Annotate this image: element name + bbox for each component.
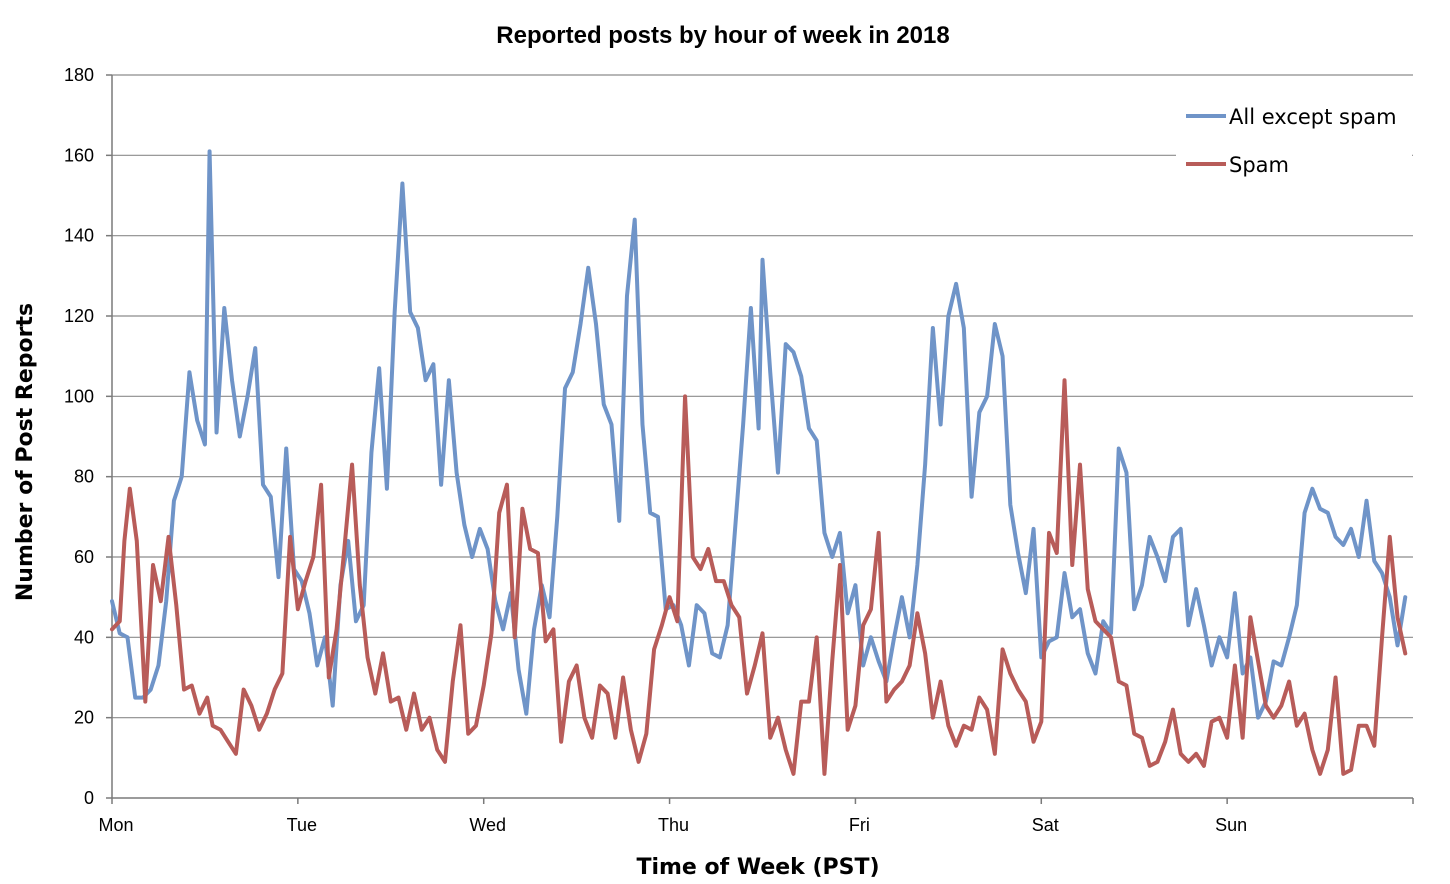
x-tick-label-fri: Fri xyxy=(849,815,870,835)
x-tick-label-sun: Sun xyxy=(1215,815,1247,835)
chart-title: Reported posts by hour of week in 2018 xyxy=(496,22,949,49)
x-tick-label-tue: Tue xyxy=(287,815,317,835)
y-tick-label-180: 180 xyxy=(64,65,94,85)
y-axis-ticks: 0 20 40 60 80 100 120 140 160 180 xyxy=(64,65,112,808)
legend-background xyxy=(1176,96,1412,186)
y-tick-label-40: 40 xyxy=(74,627,94,647)
y-tick-label-60: 60 xyxy=(74,547,94,567)
legend: All except spam Spam xyxy=(1176,96,1412,186)
x-tick-label-thu: Thu xyxy=(658,815,689,835)
series-lines xyxy=(110,149,1408,776)
y-axis-title: Number of Post Reports xyxy=(13,303,38,601)
x-axis-title: Time of Week (PST) xyxy=(636,855,879,880)
series-line-spam xyxy=(110,378,1408,776)
y-tick-label-160: 160 xyxy=(64,145,94,165)
y-tick-label-120: 120 xyxy=(64,306,94,326)
legend-label-spam: Spam xyxy=(1229,153,1289,177)
y-tick-label-80: 80 xyxy=(74,467,94,487)
series-line-all-except-spam xyxy=(110,149,1408,720)
y-tick-label-140: 140 xyxy=(64,226,94,246)
y-tick-label-20: 20 xyxy=(74,708,94,728)
y-tick-label-0: 0 xyxy=(84,788,94,808)
y-tick-label-100: 100 xyxy=(64,386,94,406)
legend-label-all-except-spam: All except spam xyxy=(1229,105,1397,129)
x-tick-label-mon: Mon xyxy=(98,815,133,835)
x-axis-ticks: Mon Tue Wed Thu Fri Sat Sun xyxy=(98,798,1414,835)
x-tick-label-wed: Wed xyxy=(469,815,506,835)
x-tick-label-sat: Sat xyxy=(1032,815,1059,835)
